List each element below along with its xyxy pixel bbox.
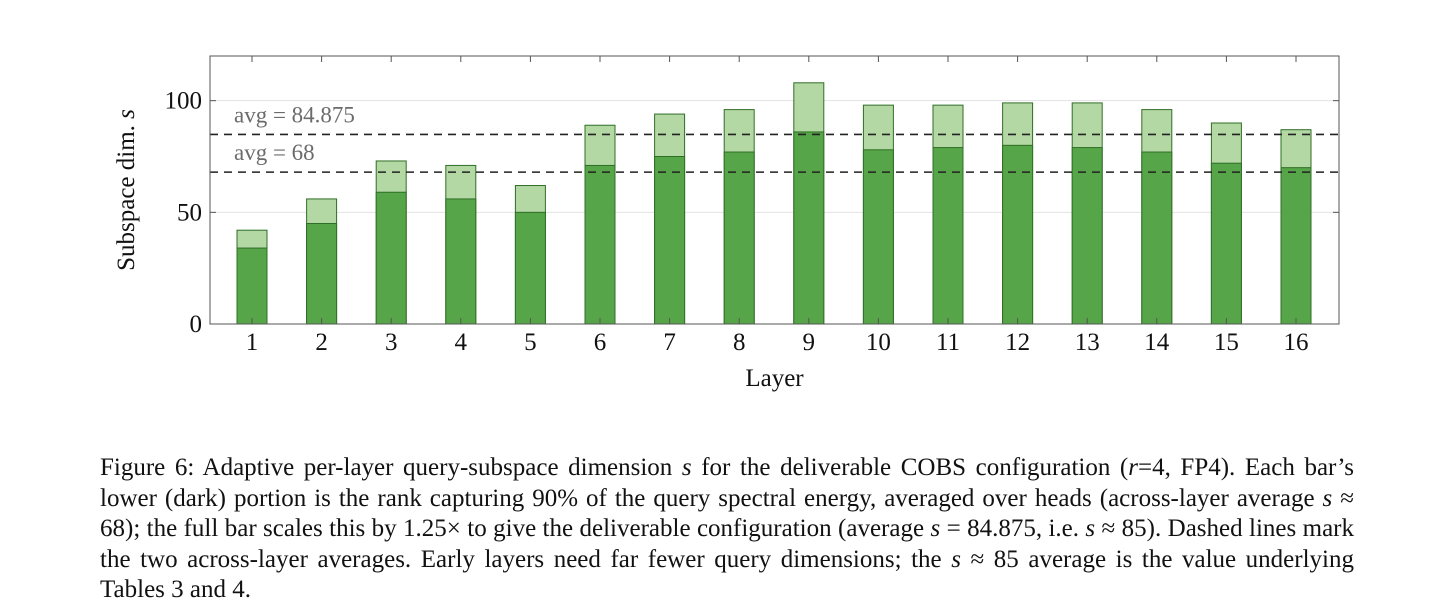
caption-var-s: s: [1085, 515, 1096, 542]
bar-lower-layer-8: [723, 151, 755, 325]
bar-lower-layer-12: [1002, 144, 1034, 325]
y-axis-label: Subspace dim. s: [113, 109, 140, 271]
y-tick-label: 100: [165, 88, 203, 115]
average-label: avg = 68: [234, 140, 315, 165]
bar-lower-layer-7: [654, 156, 686, 325]
x-tick-label: 3: [385, 329, 398, 356]
bar-lower-layer-3: [375, 191, 407, 325]
x-tick-label: 2: [315, 329, 328, 356]
x-tick-label: 9: [803, 329, 816, 356]
caption-text-4: ≈ 68); the full bar scales this by 1.25×…: [100, 484, 1354, 543]
x-tick-label: 5: [524, 329, 537, 356]
caption-var-s: s: [930, 515, 941, 542]
bar-lower-layer-5: [514, 211, 546, 325]
x-tick-label: 11: [936, 329, 960, 356]
x-tick-label: 6: [594, 329, 607, 356]
caption-text-2: for the deliverable COBS configuration (: [691, 454, 1129, 481]
bar-lower-layer-6: [584, 164, 616, 325]
y-tick-label: 0: [190, 311, 203, 338]
y-axis-label-variable: s: [113, 109, 140, 119]
bar-lower-layer-11: [932, 147, 964, 325]
x-tick-label: 15: [1214, 329, 1239, 356]
x-tick-label: 16: [1284, 329, 1309, 356]
average-label: avg = 84.875: [234, 102, 355, 127]
x-tick-label: 14: [1144, 329, 1170, 356]
x-tick-label: 4: [455, 329, 468, 356]
bar-lower-layer-14: [1141, 151, 1173, 325]
caption-text-3: =4, FP4). Each bar’s lower (dark) portio…: [100, 454, 1354, 512]
bar-lower-layer-16: [1280, 167, 1312, 325]
bar-lower-layer-4: [445, 198, 477, 325]
x-tick-label: 12: [1005, 329, 1030, 356]
caption-text-1: Figure 6: Adaptive per-layer query-subsp…: [100, 454, 682, 481]
caption-text-6: ≈ 85). Dashed lines mark the two across-…: [100, 515, 1354, 573]
x-tick-label: 8: [733, 329, 746, 356]
figure-caption: Figure 6: Adaptive per-layer query-subsp…: [100, 453, 1354, 606]
x-tick-label: 1: [246, 329, 259, 356]
bar-lower-layer-1: [236, 247, 268, 325]
x-axis-label: Layer: [745, 365, 804, 392]
bar-lower-layer-13: [1071, 147, 1103, 325]
y-tick-label: 50: [177, 199, 202, 226]
y-axis-label-text: Subspace dim.: [113, 119, 140, 271]
bar-lower-layer-2: [306, 223, 338, 325]
caption-var-s: s: [681, 454, 692, 481]
plot-frame: [209, 55, 1340, 325]
x-tick-label: 7: [663, 329, 676, 356]
caption-var-s: s: [1322, 484, 1333, 512]
x-tick-label: 13: [1075, 329, 1100, 356]
bar-lower-layer-15: [1210, 162, 1242, 325]
caption-var-s: s: [951, 545, 961, 573]
caption-text-5: = 84.875, i.e.: [940, 515, 1086, 542]
bar-lower-layer-9: [793, 131, 825, 325]
x-tick-label: 10: [866, 329, 891, 356]
bar-lower-layer-10: [862, 149, 894, 325]
caption-var-r: r: [1128, 454, 1138, 481]
